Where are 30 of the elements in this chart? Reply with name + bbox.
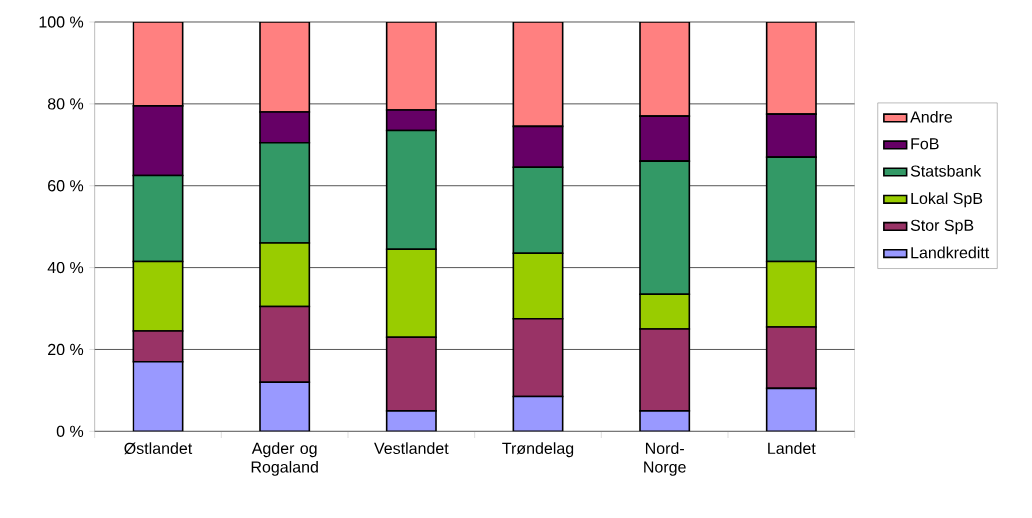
bar: [259, 381, 311, 432]
legend-label: Andre: [910, 110, 953, 123]
bar: [765, 22, 817, 115]
y-tick-label: 60 %: [48, 180, 84, 192]
legend-label: Landkreditt: [911, 246, 990, 259]
x-tick-label: Nord-Norge: [644, 442, 686, 476]
x-tick-label: Landet: [768, 442, 816, 455]
bar: [259, 22, 311, 113]
y-tick-label: 0 %: [56, 425, 84, 437]
x-tick-label: Vestlandet: [374, 442, 449, 455]
x-tick-label: Trøndelag: [502, 442, 574, 458]
bar: [765, 387, 817, 432]
legend-label: Statsbank: [910, 165, 982, 177]
bar: [132, 360, 184, 432]
y-tick-label: 20 %: [48, 343, 84, 356]
legend-label: Lokal SpB: [911, 192, 983, 208]
legend-label: FoB: [911, 138, 939, 150]
bar: [512, 395, 564, 432]
bar: [385, 410, 437, 432]
y-tick-label: 100 %: [39, 16, 84, 28]
bar: [639, 410, 691, 432]
bar: [385, 22, 437, 111]
y-tick-label: 80 %: [47, 98, 84, 110]
bar: [512, 22, 564, 128]
x-tick-label: Agder og Rogaland: [251, 442, 318, 476]
bar: [132, 22, 184, 107]
x-tick-label: Østlandet: [124, 442, 193, 455]
bar: [639, 22, 691, 117]
legend-label: Stor SpB: [910, 219, 974, 235]
y-tick-label: 40 %: [47, 261, 84, 274]
